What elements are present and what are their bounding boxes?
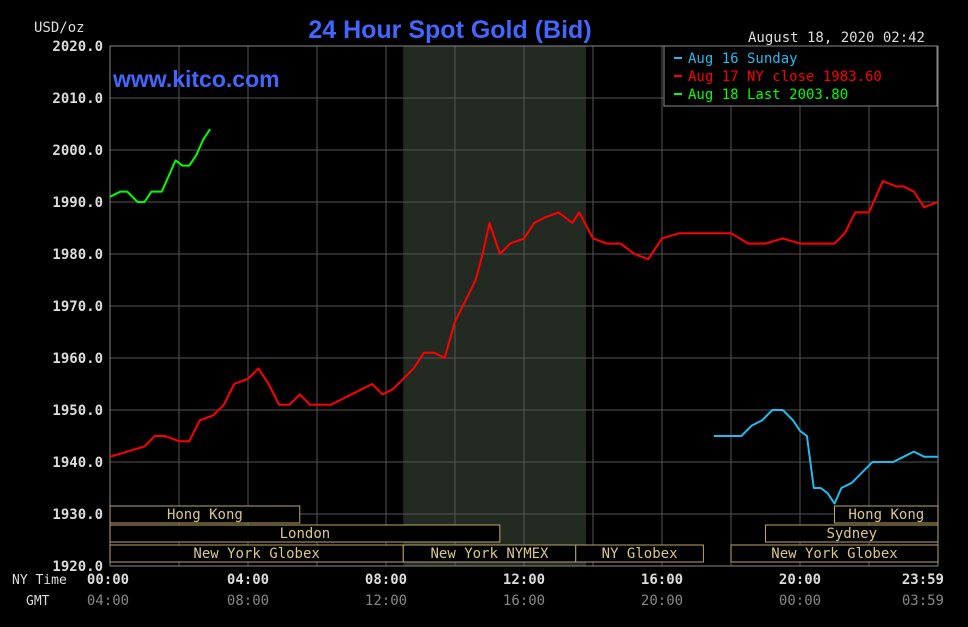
unit-label: USD/oz (34, 20, 85, 36)
x-tick-label-gmt: 16:00 (503, 593, 545, 609)
y-tick-label: 2000.0 (52, 143, 103, 159)
price-lines (109, 128, 939, 505)
y-tick-label: 1980.0 (52, 247, 103, 263)
series-line-1 (713, 409, 938, 505)
legend-label-close: Aug 17 NY close 1983.60 (688, 69, 882, 85)
x-tick-label-ny: 04:00 (227, 572, 269, 588)
y-tick-label: 1990.0 (52, 195, 103, 211)
timestamp: August 18, 2020 02:42 (748, 30, 925, 46)
gmt-label: GMT (26, 594, 50, 609)
x-tick-label-ny: 23:59 (902, 572, 944, 588)
legend-label-last: Aug 18 Last 2003.80 (688, 87, 848, 103)
legend: Aug 16 Sunday Aug 17 NY close 1983.60 Au… (663, 45, 938, 107)
y-axis-ticks: 2020.0 2010.0 2000.0 1990.0 1980.0 1970.0 1960… (52, 39, 103, 575)
x-axis-ticks: 00:00 04:00 08:00 12:00 16:00 20:00 23:59 04:00… (87, 572, 944, 609)
series-line-2 (109, 180, 939, 458)
market-session-bar (109, 524, 501, 543)
y-tick-label: 1950.0 (52, 403, 103, 419)
market-session-bar (109, 505, 301, 524)
y-tick-label: 2020.0 (52, 39, 103, 55)
market-session-bar (575, 544, 704, 563)
market-session-label: New York Globex (771, 546, 897, 562)
legend-label-sunday: Aug 16 Sunday (688, 51, 798, 67)
x-tick-label-gmt: 04:00 (87, 593, 129, 609)
market-session-bar (834, 505, 939, 524)
x-tick-label-ny: 12:00 (503, 572, 545, 588)
market-session-label: London (280, 526, 331, 542)
x-tick-label-gmt: 03:59 (902, 593, 944, 609)
market-session-label: NY Globex (602, 546, 678, 562)
x-tick-label-ny: 00:00 (87, 572, 129, 588)
x-tick-label-ny: 20:00 (779, 572, 821, 588)
market-sessions: Hong Kong London New York Globex New York N… (109, 505, 939, 563)
x-tick-label-gmt: 08:00 (227, 593, 269, 609)
x-tick-label-ny: 08:00 (365, 572, 407, 588)
y-tick-label: 1970.0 (52, 299, 103, 315)
x-tick-label-ny: 16:00 (641, 572, 683, 588)
y-tick-label: 1930.0 (52, 507, 103, 523)
market-session-label: New York Globex (193, 546, 319, 562)
y-tick-label: 1920.0 (52, 559, 103, 575)
plot-frame (109, 45, 939, 567)
market-session-bar (765, 524, 939, 543)
series-line-3 (109, 128, 211, 203)
x-tick-label-gmt: 00:00 (779, 593, 821, 609)
watermark: www.kitco.com (112, 66, 280, 92)
market-session-label: Sydney (826, 526, 877, 542)
y-tick-label: 1940.0 (52, 455, 103, 471)
chart-title: 24 Hour Spot Gold (Bid) (308, 16, 591, 44)
legend-box (663, 45, 938, 107)
market-session-label: New York NYMEX (430, 546, 549, 562)
x-tick-label-gmt: 20:00 (641, 593, 683, 609)
market-session-label: Hong Kong (167, 507, 243, 523)
y-tick-label: 2010.0 (52, 91, 103, 107)
ny-time-label: NY Time (12, 573, 67, 588)
market-session-label: Hong Kong (848, 507, 924, 523)
y-tick-label: 1960.0 (52, 351, 103, 367)
x-tick-label-gmt: 12:00 (365, 593, 407, 609)
market-session-bar (730, 544, 939, 563)
